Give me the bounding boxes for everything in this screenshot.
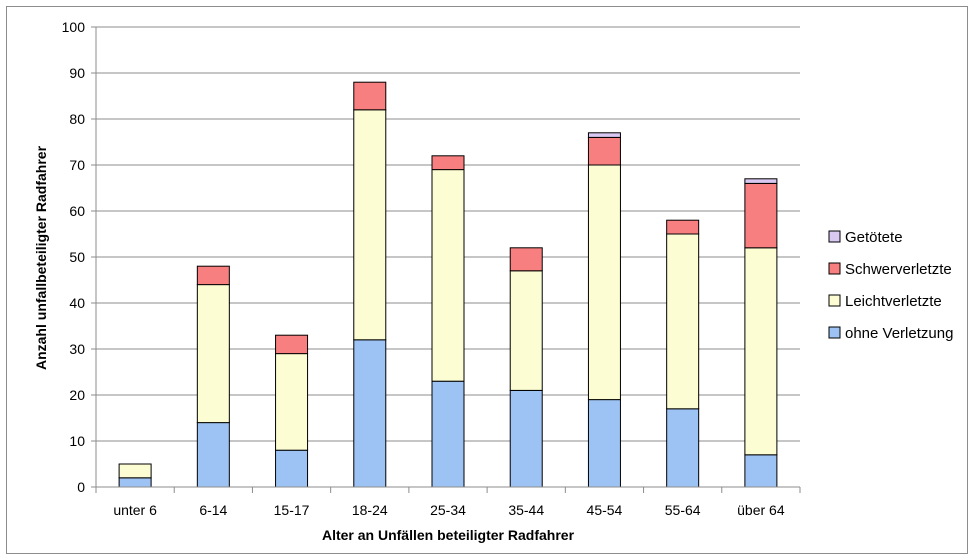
x-tick-label: 55-64 — [665, 502, 701, 518]
legend-label: Getötete — [845, 229, 903, 246]
x-axis-ticks: unter 6 6-14 15-17 18-24 25-34 35-44 45-54 55-6… — [95, 487, 801, 518]
bar-segment — [744, 454, 778, 488]
y-tick-label: 20 — [69, 387, 85, 403]
y-tick-label: 70 — [69, 157, 85, 173]
y-axis-title: Anzahl unfallbeteiligter Radfahrer — [33, 145, 49, 370]
y-tick-label: 90 — [69, 65, 85, 81]
legend-swatch — [828, 294, 841, 307]
bar-segment — [587, 164, 621, 401]
bar-segment — [431, 380, 465, 488]
bar-segment — [353, 109, 387, 341]
bar-segment — [275, 449, 309, 488]
chart-frame — [6, 6, 968, 554]
x-axis-title: Alter an Unfällen beteiligter Radfahrer — [322, 527, 575, 543]
bars — [118, 81, 778, 488]
bar-segment — [587, 132, 621, 138]
bar-segment — [744, 178, 778, 184]
y-tick-label: 50 — [69, 249, 85, 265]
bar-segment — [196, 265, 230, 286]
y-tick-label: 10 — [69, 433, 85, 449]
bar-segment — [353, 339, 387, 488]
bar-segment — [666, 219, 700, 235]
bar-segment — [275, 334, 309, 355]
bar-segment — [196, 422, 230, 488]
x-tick-label: 45-54 — [587, 502, 623, 518]
y-tick-label: 30 — [69, 341, 85, 357]
y-tick-label: 0 — [77, 479, 85, 495]
bar-segment — [275, 353, 309, 451]
x-axis — [95, 27, 800, 488]
bar-segment — [509, 247, 543, 272]
bar-segment — [353, 81, 387, 111]
x-tick-label: 18-24 — [352, 502, 388, 518]
y-tick-label: 60 — [69, 203, 85, 219]
bar-segment — [744, 182, 778, 249]
y-axis-ticks: 0 10 20 30 40 50 60 70 80 90 100 — [62, 19, 96, 495]
bar-segment — [431, 155, 465, 171]
y-tick-label: 40 — [69, 295, 85, 311]
legend-label: ohne Verletzung — [845, 325, 953, 342]
x-tick-label: unter 6 — [113, 502, 157, 518]
bar-segment — [118, 463, 152, 479]
legend-swatch — [828, 326, 841, 339]
bar-segment — [509, 270, 543, 391]
bar-segment — [666, 408, 700, 488]
bar-segment — [431, 169, 465, 382]
legend-swatch — [828, 262, 841, 275]
y-tick-label: 80 — [69, 111, 85, 127]
y-tick-label: 100 — [62, 19, 86, 35]
x-tick-label: 6-14 — [199, 502, 227, 518]
legend-label: Leichtverletzte — [845, 293, 942, 310]
bar-segment — [587, 399, 621, 488]
bar-segment — [196, 284, 230, 424]
bar-segment — [666, 233, 700, 410]
bar-segment — [744, 247, 778, 456]
legend: Getötete Schwerverletzte Leichtverletzte oh… — [828, 229, 953, 342]
x-tick-label: 35-44 — [508, 502, 544, 518]
x-tick-label: über 64 — [737, 502, 785, 518]
bar-segment — [509, 389, 543, 488]
x-tick-label: 25-34 — [430, 502, 466, 518]
legend-swatch — [828, 230, 841, 243]
bar-segment — [118, 477, 152, 488]
x-tick-label: 15-17 — [274, 502, 310, 518]
legend-label: Schwerverletzte — [845, 261, 952, 278]
bar-segment — [587, 136, 621, 166]
